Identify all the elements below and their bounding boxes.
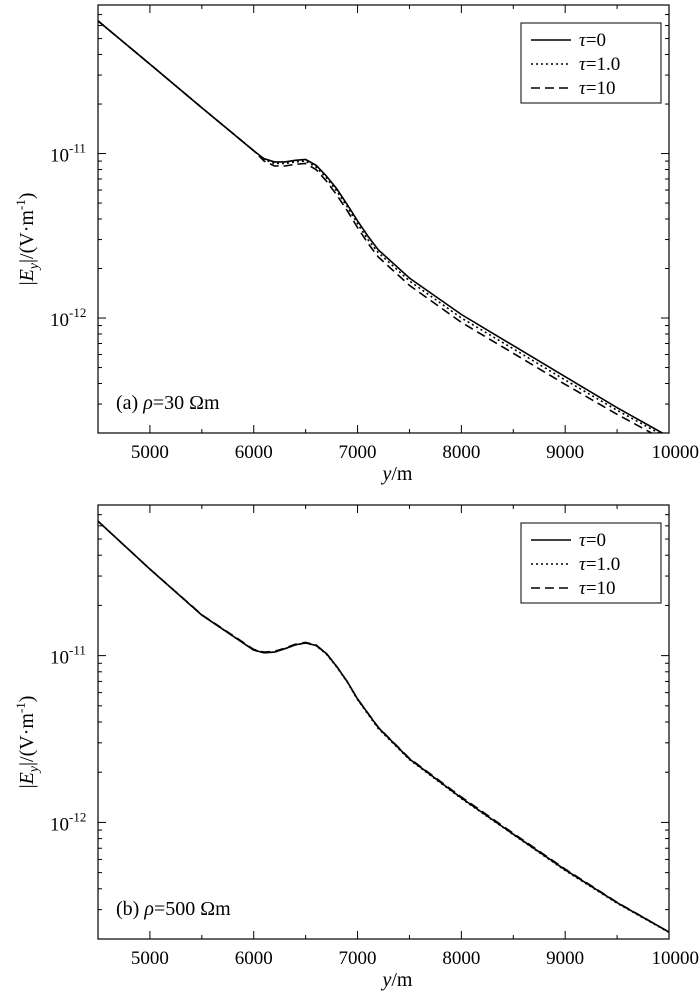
x-axis-label: y/m: [380, 969, 412, 991]
x-tick-label: 10000: [652, 948, 700, 969]
legend-box: [520, 522, 662, 604]
panel-annotation: (b) ρ=500 Ωm: [116, 898, 231, 920]
legend-label: τ=1.0: [579, 54, 620, 75]
legend-label: τ=0: [579, 30, 606, 51]
x-tick-label: 9000: [546, 948, 584, 969]
x-tick-label: 7000: [339, 948, 377, 969]
legend-label: τ=10: [579, 78, 616, 99]
x-tick-label: 7000: [339, 442, 377, 463]
legend: τ=0 τ=1.0 τ=10: [520, 522, 662, 604]
x-tick-label: 8000: [442, 442, 480, 463]
series-line-10-dashed: [98, 520, 669, 933]
series-line-10-dashed: [98, 20, 654, 433]
x-tick-label: 9000: [546, 442, 584, 463]
y-tick-label: 10-11: [50, 141, 86, 167]
legend-box: [520, 22, 662, 104]
legend-label: τ=10: [579, 578, 616, 599]
series-line-0-solid: [98, 20, 665, 433]
y-tick-label: 10-12: [50, 305, 86, 331]
chart-panel-a: 5000 6000 7000 8000 9000 10000 10-11 10-12 y/m |E…: [13, 4, 700, 485]
chart-panel-b: 5000 6000 7000 8000 9000 10000 10-11 10-12 y/m |E…: [13, 504, 700, 991]
y-axis-label: |Ey|/(V·m-1): [13, 696, 42, 789]
x-tick-label: 10000: [652, 442, 700, 463]
y-tick-label: 10-11: [50, 643, 86, 669]
legend-label: τ=1.0: [579, 554, 620, 575]
y-tick-label: 10-12: [50, 809, 86, 835]
x-axis-label: y/m: [380, 463, 412, 485]
x-tick-label: 8000: [442, 948, 480, 969]
x-tick-label: 5000: [131, 948, 169, 969]
x-tick-label: 5000: [131, 442, 169, 463]
x-tick-label: 6000: [235, 948, 273, 969]
legend: τ=0 τ=1.0 τ=10: [520, 22, 662, 104]
panel-annotation: (a) ρ=30 Ωm: [116, 392, 220, 414]
y-axis-label: |Ey|/(V·m-1): [13, 193, 42, 286]
legend-label: τ=0: [579, 530, 606, 551]
x-tick-label: 6000: [235, 442, 273, 463]
